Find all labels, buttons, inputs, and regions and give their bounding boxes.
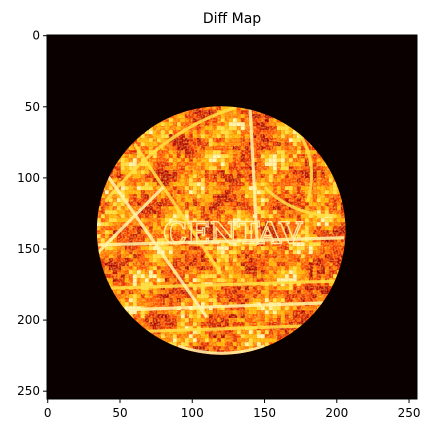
- x-tick-label: 150: [253, 406, 276, 420]
- y-tick-label: 50: [25, 100, 40, 114]
- plot-area: CENTAV: [47, 35, 417, 399]
- x-tick-label: 50: [112, 406, 127, 420]
- y-tick-label: 150: [17, 242, 40, 256]
- x-tick-label: 200: [325, 406, 348, 420]
- y-axis: 0 50 100 150 200 250: [17, 29, 47, 398]
- y-tick-label: 250: [17, 384, 40, 398]
- x-tick-label: 100: [181, 406, 204, 420]
- y-tick-label: 0: [32, 29, 40, 43]
- y-tick-label: 100: [17, 171, 40, 185]
- plot-frame: [46, 34, 418, 400]
- y-tick-label: 200: [17, 313, 40, 327]
- x-tick-label: 250: [398, 406, 421, 420]
- heatmap-disc: CENTAV: [96, 106, 346, 355]
- x-axis: 0 50 100 150 200 250: [44, 399, 421, 420]
- chart-title: Diff Map: [203, 11, 261, 27]
- x-tick-label: 0: [44, 406, 52, 420]
